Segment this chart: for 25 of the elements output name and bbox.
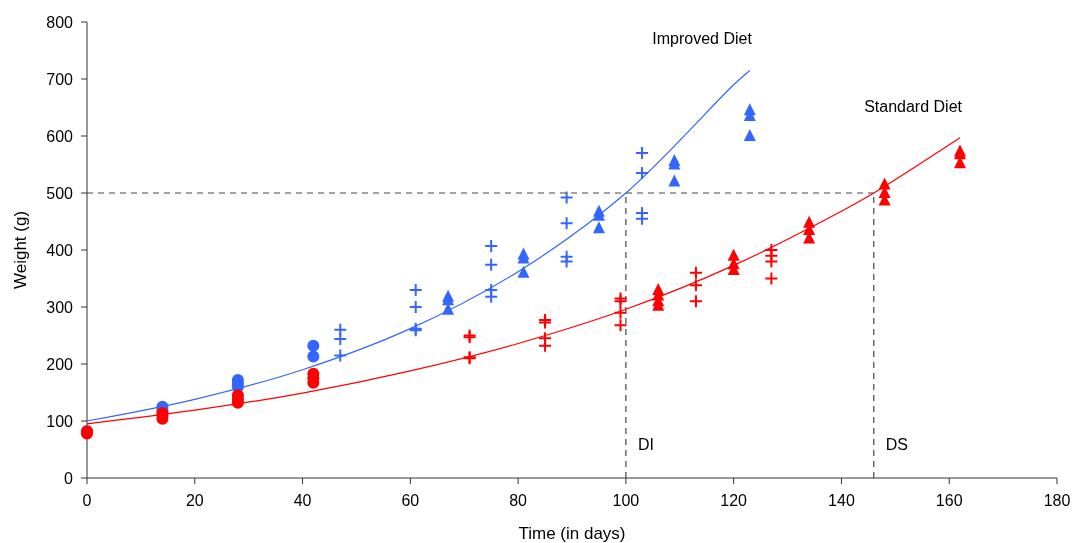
y-tick-label: 500 <box>46 185 74 202</box>
x-axis-title: Time (in days) <box>518 524 626 543</box>
x-tick-label: 180 <box>1043 492 1071 509</box>
y-tick-label: 600 <box>46 128 74 145</box>
y-tick-label: 100 <box>46 413 74 430</box>
x-tick-label: 100 <box>612 492 640 509</box>
x-tick-label: 20 <box>185 492 204 509</box>
x-tick-label: 0 <box>82 492 92 509</box>
x-tick-label: 140 <box>828 492 855 509</box>
y-tick-label: 200 <box>46 356 74 373</box>
x-tick-label: 160 <box>935 492 963 509</box>
y-tick-label: 700 <box>46 71 74 88</box>
ref-line-label: DI <box>637 436 654 453</box>
y-tick-label: 0 <box>64 470 74 487</box>
series-label: Standard Diet <box>864 97 963 115</box>
y-tick-label: 400 <box>46 242 74 259</box>
y-tick-label: 800 <box>46 14 74 31</box>
series-label: Improved Diet <box>652 30 753 48</box>
x-tick-label: 60 <box>401 492 420 509</box>
x-tick-label: 120 <box>720 492 748 509</box>
y-tick-label: 300 <box>46 299 74 316</box>
x-tick-label: 80 <box>509 492 528 509</box>
y-axis-title: Weight (g) <box>11 210 30 290</box>
x-tick-label: 40 <box>293 492 312 509</box>
ref-line-label: DS <box>885 436 909 453</box>
